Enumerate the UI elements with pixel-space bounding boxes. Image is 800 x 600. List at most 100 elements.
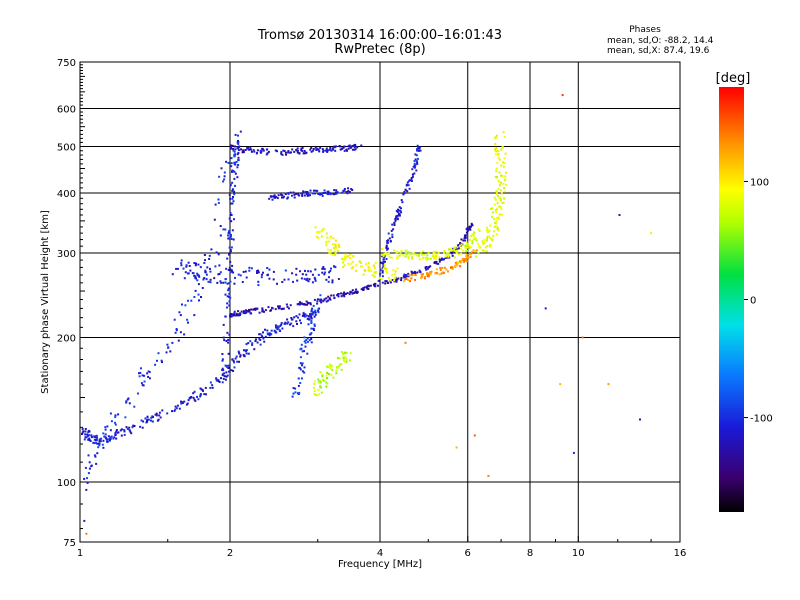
data-point — [389, 240, 392, 243]
data-point — [313, 315, 316, 318]
data-point — [229, 314, 232, 316]
data-point — [494, 209, 497, 212]
data-point — [154, 363, 157, 366]
data-point — [234, 172, 237, 175]
data-point — [188, 397, 191, 400]
data-point — [407, 184, 410, 187]
data-point — [302, 152, 305, 155]
data-point — [196, 279, 199, 282]
data-point — [465, 231, 468, 234]
data-point — [333, 297, 336, 300]
data-point — [434, 253, 437, 256]
data-point — [303, 336, 306, 339]
data-point — [109, 429, 112, 432]
data-point — [147, 370, 150, 373]
data-point — [362, 289, 365, 291]
data-point — [295, 273, 298, 276]
data-point — [166, 412, 169, 415]
data-point — [438, 256, 441, 259]
data-point — [639, 418, 641, 421]
data-point — [422, 256, 425, 259]
data-point — [326, 236, 329, 239]
data-point — [244, 149, 247, 151]
data-point — [230, 369, 233, 372]
stats-heading: Phases — [629, 25, 661, 35]
data-point — [259, 333, 262, 336]
data-point — [332, 193, 335, 196]
data-point — [96, 436, 98, 439]
data-point — [209, 267, 211, 270]
data-point — [257, 280, 260, 283]
data-point — [373, 275, 376, 278]
data-point — [330, 294, 333, 297]
data-point — [310, 317, 313, 320]
data-point — [183, 277, 186, 280]
data-point — [227, 289, 230, 292]
data-point — [231, 202, 234, 205]
data-point — [379, 268, 382, 271]
data-point — [462, 258, 465, 261]
data-point — [393, 277, 396, 280]
data-point — [294, 387, 297, 390]
data-point — [499, 197, 502, 200]
data-point — [382, 268, 385, 271]
data-point — [438, 273, 441, 276]
data-point — [239, 274, 242, 277]
data-point — [262, 149, 265, 152]
data-point — [493, 225, 496, 228]
data-point — [267, 332, 270, 335]
data-point — [244, 270, 247, 273]
data-point — [327, 240, 330, 243]
data-point — [228, 304, 231, 307]
data-point — [152, 416, 154, 419]
data-point — [412, 165, 415, 168]
data-point — [353, 292, 356, 294]
data-point — [114, 432, 117, 435]
data-point — [293, 150, 296, 153]
data-point — [394, 270, 397, 273]
data-point — [173, 410, 176, 412]
data-point — [298, 313, 301, 316]
data-point — [307, 270, 310, 273]
data-point — [188, 265, 191, 267]
data-point — [202, 278, 205, 281]
data-point — [494, 153, 497, 156]
data-point — [267, 150, 270, 153]
data-point — [328, 363, 331, 366]
data-point — [237, 350, 240, 353]
data-point — [405, 278, 408, 280]
data-point — [205, 278, 208, 281]
data-point — [348, 144, 351, 147]
data-point — [317, 309, 319, 312]
data-point — [299, 362, 302, 365]
data-point — [296, 149, 299, 152]
data-point — [494, 137, 497, 140]
data-point — [371, 274, 374, 277]
data-point — [213, 218, 216, 221]
data-point — [303, 277, 306, 280]
data-point — [287, 278, 290, 281]
data-point — [322, 378, 324, 381]
data-point — [281, 194, 284, 197]
data-point — [327, 280, 330, 283]
data-point — [146, 419, 149, 422]
data-point — [330, 149, 333, 152]
data-point — [498, 158, 501, 161]
data-point — [298, 152, 301, 155]
data-point — [316, 300, 319, 303]
data-point — [295, 148, 298, 151]
data-point — [505, 171, 507, 174]
data-point — [229, 315, 231, 318]
data-point — [394, 219, 397, 222]
data-point — [95, 462, 98, 465]
data-point — [230, 214, 233, 216]
data-point — [193, 390, 196, 393]
data-point — [143, 374, 146, 377]
data-point — [426, 257, 429, 260]
data-point — [110, 435, 113, 438]
data-point — [414, 158, 417, 161]
data-point — [125, 401, 128, 404]
y-axis: 75 100 200 300 400 500 600 750 — [57, 58, 85, 549]
data-point — [492, 211, 495, 214]
data-point — [335, 189, 338, 192]
